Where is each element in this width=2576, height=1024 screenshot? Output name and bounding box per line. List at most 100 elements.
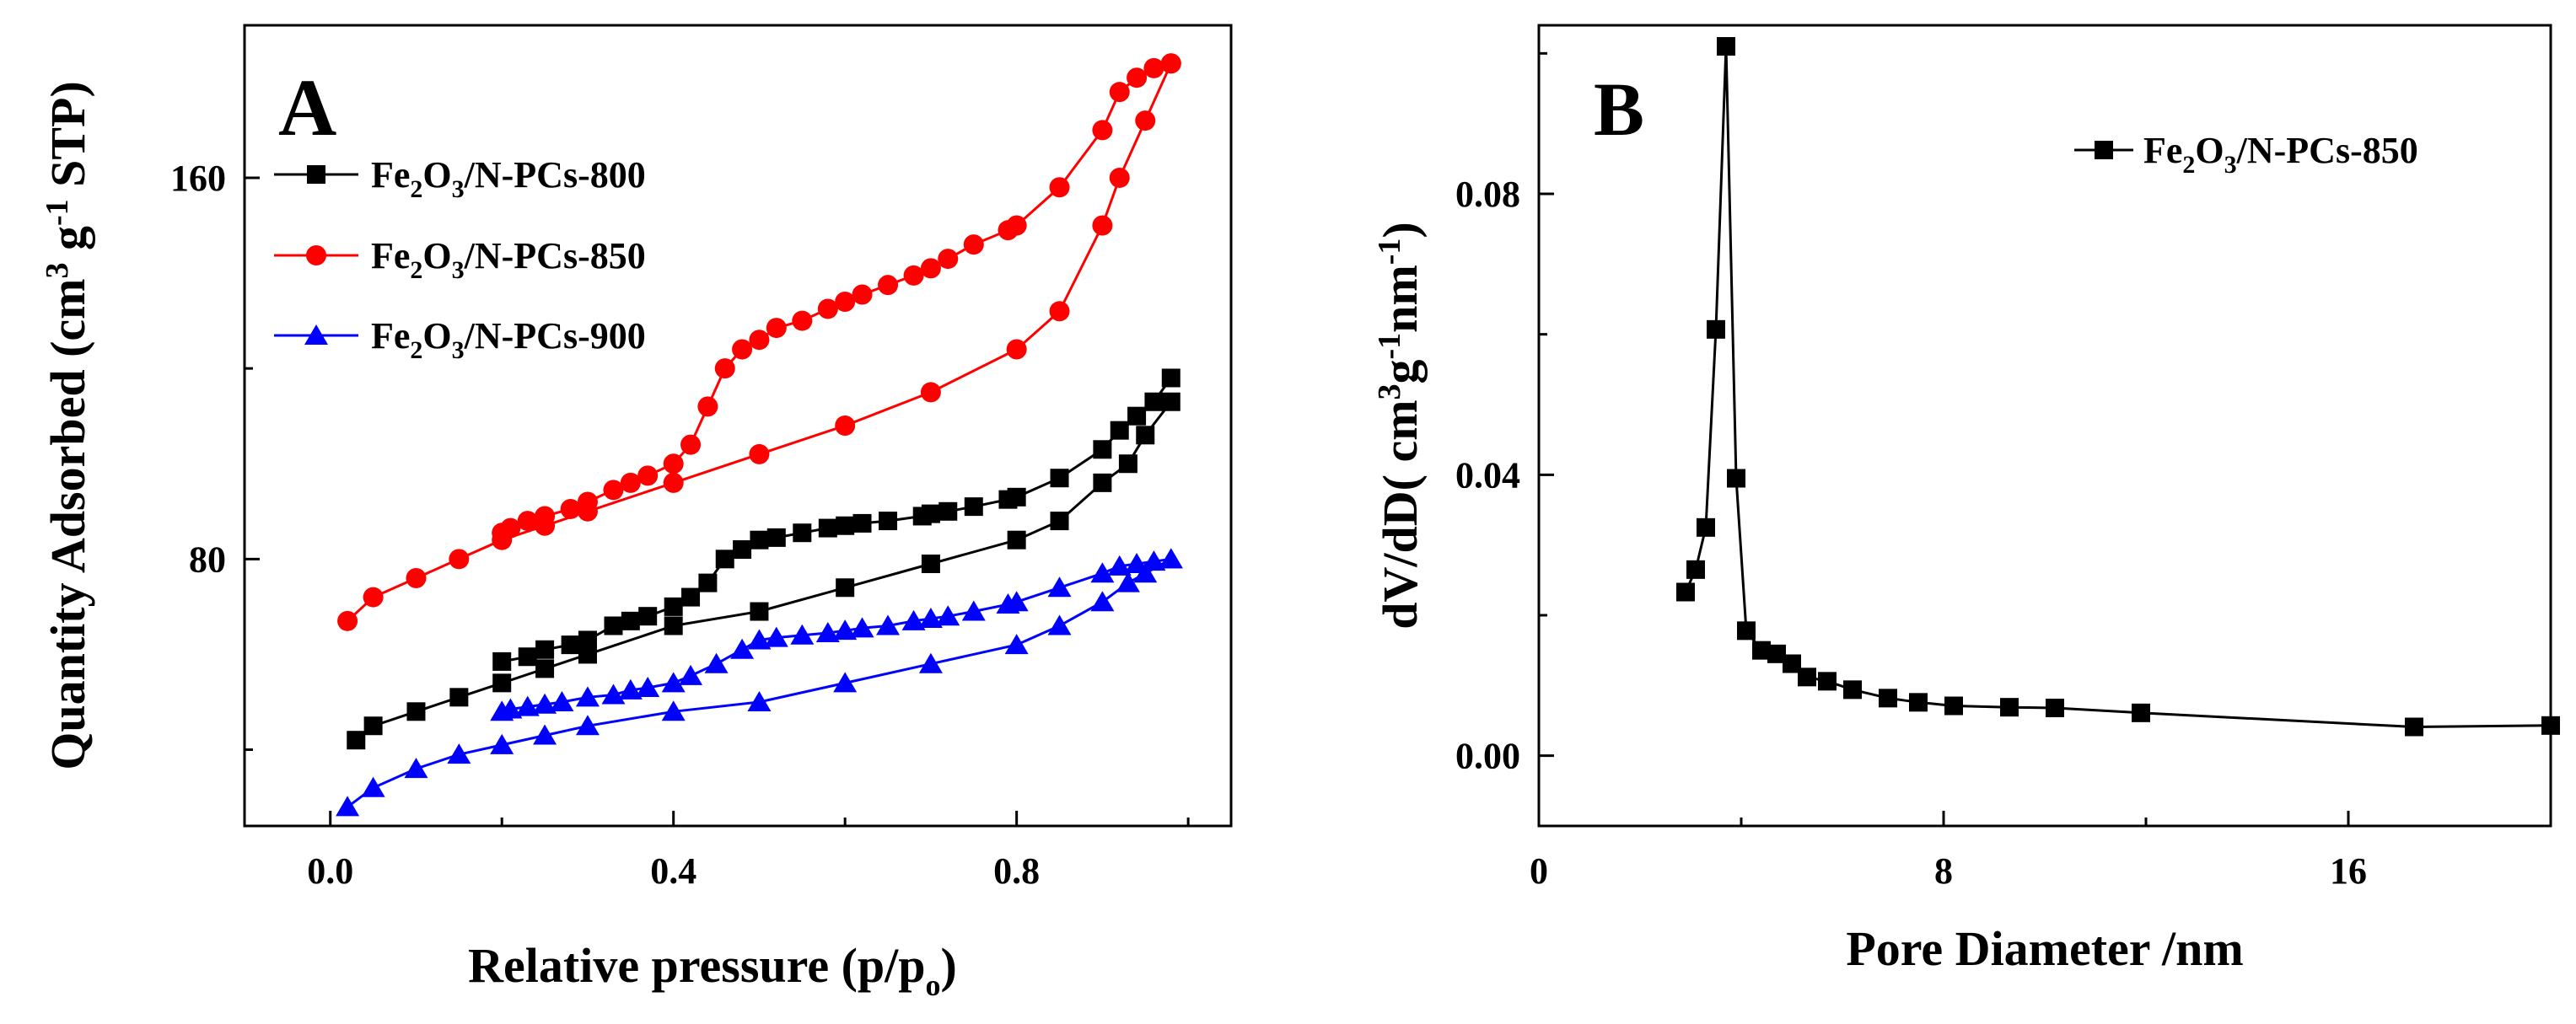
panel-a-legend: Fe2O3/N-PCs-800 Fe2O3/N-PCs-850 Fe2O3/N-…: [274, 154, 646, 364]
series-2-desorption-point: [1142, 550, 1166, 571]
legend-900-mid: O: [422, 315, 451, 357]
legend-item-800: Fe2O3/N-PCs-800: [274, 154, 646, 203]
series-1-desorption-point: [1049, 177, 1070, 198]
series-0-desorption-point: [681, 587, 701, 607]
x-tick-label: 0.8: [993, 850, 1040, 892]
series-1-desorption-point: [920, 258, 941, 279]
series-2-adsorption-point: [1090, 591, 1115, 612]
panel-b-plot-frame: [1537, 24, 2552, 828]
panel-a-x-axis-label: Relative pressure (p/po): [468, 938, 957, 1002]
series-0-desorption-point: [492, 651, 512, 671]
panel-b-y-axis-label: dV/dD( cm3g-1nm-1): [1372, 222, 1428, 630]
series-2-desorption-point: [1125, 552, 1149, 573]
series-2-adsorption-point: [1116, 571, 1140, 592]
series-0-desorption-point: [733, 540, 752, 560]
series-1-desorption-point: [603, 480, 624, 501]
panel-b-x-axis-label: Pore Diameter /nm: [1846, 921, 2243, 976]
series-1-desorption-point: [963, 234, 984, 255]
legend-900-pre: Fe: [371, 315, 410, 357]
series-0-adsorption-point: [921, 554, 940, 573]
series-1-adsorption-point: [920, 382, 941, 403]
legend-b-sub1: 2: [2182, 151, 2195, 179]
series-2-adsorption-point: [361, 776, 385, 797]
series-0-desorption-point: [518, 647, 537, 667]
panel-a-xlabel-sub: o: [926, 968, 941, 1002]
series-0-adsorption-point: [363, 716, 383, 736]
series-2-desorption-point: [490, 700, 514, 721]
legend-850-sub1: 2: [410, 256, 422, 284]
series-0-curve-point: [1843, 680, 1862, 700]
series-0-curve-point: [1697, 517, 1715, 537]
series-1-adsorption-point: [406, 567, 427, 588]
series-0-adsorption-point: [750, 602, 769, 621]
series-0-adsorption-point: [578, 645, 597, 664]
series-2-desorption-point: [515, 695, 540, 716]
series-1-adsorption-point: [337, 610, 358, 631]
panel-b-tick-labels: 0 8 16 0.00 0.04 0.08: [1455, 174, 2367, 892]
series-2-desorption-point: [704, 652, 729, 673]
series-0-desorption-point: [964, 497, 983, 517]
y-tick-label: 160: [170, 158, 226, 199]
legend-850-pre: Fe: [371, 235, 410, 276]
series-2-adsorption-point: [661, 700, 686, 721]
series-0-adsorption-point: [1136, 426, 1155, 445]
series-1-desorption-point: [878, 275, 899, 296]
series-1-desorption-point: [938, 249, 959, 270]
legend-800-sub1: 2: [410, 175, 422, 203]
series-0-curve-point: [1737, 621, 1756, 641]
series-1-adsorption-point: [835, 415, 856, 436]
series-2-desorption-point: [1090, 562, 1115, 583]
series-0-curve-point: [2000, 698, 2019, 717]
panel-a-y-axis-label: Quantity Adsorbed (cm3 g-1 STP): [40, 81, 95, 770]
panel-b-ylabel-mid: g: [1373, 359, 1428, 383]
legend-marker-850: [306, 245, 326, 265]
series-1-desorption-point: [1143, 57, 1164, 78]
series-2-adsorption-point: [1004, 634, 1029, 655]
panel-b-ylabel-sup2: -1: [1372, 333, 1407, 360]
series-0-curve-point: [1707, 319, 1725, 339]
series-0-curve-point: [1818, 672, 1837, 691]
series-2-desorption-point: [790, 624, 815, 645]
series-0-curve-point: [1798, 667, 1816, 687]
panel-a-ticks: [245, 176, 1190, 826]
series-1-adsorption-point: [1092, 215, 1113, 236]
series-0-curve-point: [1676, 582, 1695, 602]
series-2-desorption-point: [618, 678, 643, 700]
legend-900-sub2: 3: [452, 336, 465, 364]
series-0-curve-point: [1783, 654, 1801, 673]
series-0-desorption-point: [1093, 440, 1112, 459]
series-1-adsorption-point: [663, 472, 684, 493]
series-1-desorption-point: [697, 396, 718, 417]
series-1-adsorption-point: [449, 549, 470, 570]
panel-a-tick-labels: 0.0 0.4 0.8 80 160: [170, 158, 1040, 892]
series-1-desorption-point: [852, 284, 873, 305]
series-2-desorption-point: [901, 609, 926, 630]
series-0-adsorption-point: [1093, 473, 1112, 492]
series-1-adsorption-point: [1049, 301, 1070, 322]
series-1-adsorption-point: [1135, 110, 1156, 131]
legend-label-b: Fe2O3/N-PCs-850: [2143, 130, 2418, 179]
series-1-adsorption-point: [363, 587, 384, 608]
series-2-adsorption-point: [404, 758, 428, 779]
series-0-desorption-point: [1127, 406, 1147, 426]
panel-b-series: [1676, 37, 2560, 737]
y-tick-label: 80: [189, 539, 226, 580]
series-2-desorption-point: [1159, 548, 1183, 569]
legend-800-pre: Fe: [371, 154, 410, 196]
series-1-desorption-point: [1127, 67, 1148, 88]
panel-b-ylabel-sup3: -1: [1372, 239, 1407, 265]
series-1-desorption-point: [663, 453, 684, 474]
series-2-desorption-point: [636, 677, 660, 698]
series-1-adsorption-point: [1109, 167, 1130, 188]
legend-label-800: Fe2O3/N-PCs-800: [371, 154, 646, 203]
series-0-adsorption-point: [347, 731, 366, 750]
y-tick-label: 0.04: [1455, 454, 1520, 496]
series-0-curve-point: [2405, 717, 2423, 737]
legend-800-mid: O: [422, 154, 451, 196]
series-2-adsorption-point: [833, 672, 858, 693]
series-0-desorption-point: [1144, 392, 1164, 411]
series-0-curve-point: [2046, 699, 2064, 717]
series-2-desorption-point: [1047, 576, 1072, 598]
panel-a-ylabel-mid: g: [40, 226, 95, 263]
